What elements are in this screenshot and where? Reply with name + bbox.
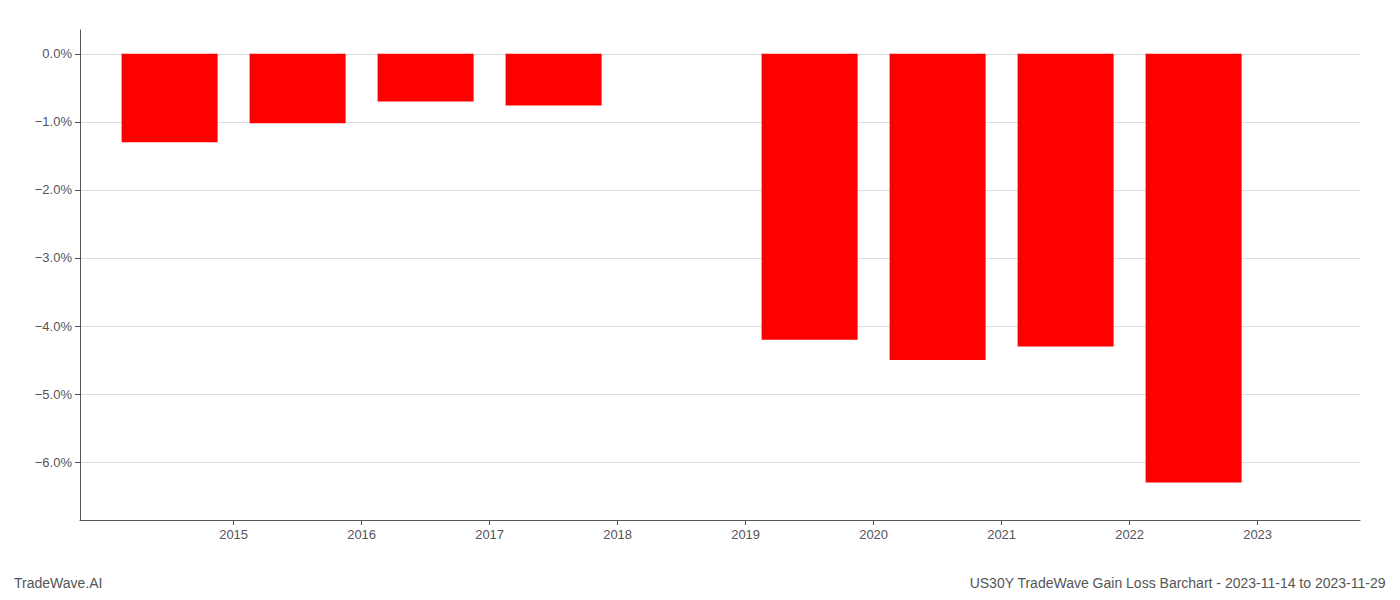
svg-text:2020: 2020 [859,527,888,542]
svg-text:TradeWave.AI: TradeWave.AI [14,575,102,591]
svg-text:2015: 2015 [219,527,248,542]
svg-text:2019: 2019 [731,527,760,542]
svg-text:0.0%: 0.0% [42,46,72,61]
svg-text:2022: 2022 [1115,527,1144,542]
svg-text:2016: 2016 [347,527,376,542]
svg-text:−4.0%: −4.0% [35,319,73,334]
svg-text:2023: 2023 [1243,527,1272,542]
svg-text:−6.0%: −6.0% [35,455,73,470]
svg-text:−3.0%: −3.0% [35,250,73,265]
svg-text:−2.0%: −2.0% [35,182,73,197]
svg-text:2017: 2017 [475,527,504,542]
svg-text:−5.0%: −5.0% [35,387,73,402]
svg-text:2021: 2021 [987,527,1016,542]
svg-text:2018: 2018 [603,527,632,542]
svg-text:US30Y TradeWave Gain Loss Barc: US30Y TradeWave Gain Loss Barchart - 202… [970,575,1386,591]
svg-text:−1.0%: −1.0% [35,114,73,129]
